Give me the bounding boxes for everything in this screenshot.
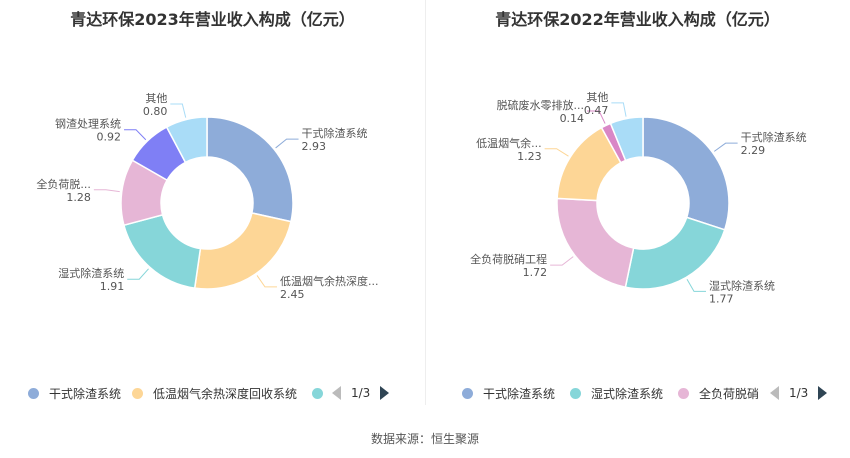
- legend-marker: [678, 387, 689, 399]
- legend-item-dry-slag[interactable]: 干式除渣系统: [462, 383, 555, 403]
- leader-line: [611, 102, 627, 117]
- chart-2022: 青达环保2022年营业收入构成（亿元） 干式除渣系统 2.29 湿式除渣系统 1.77…: [425, 0, 850, 415]
- donut-slice[interactable]: [609, 116, 644, 162]
- slice-name-label: 钢渣处理系统: [55, 117, 121, 131]
- slice-name-label: 脱硫废水零排放...: [497, 98, 585, 112]
- slice-name-label: 全负荷脱硝工程: [470, 252, 547, 266]
- legend-item-low-temp[interactable]: 低温烟气余热深度回收系统: [132, 383, 297, 403]
- slice-value-label: 0.47: [584, 104, 609, 117]
- panel-divider: [425, 0, 426, 405]
- donut-slice[interactable]: [165, 116, 208, 164]
- next-page-icon[interactable]: [380, 386, 390, 400]
- chart-title: 青达环保2022年营业收入构成（亿元）: [495, 10, 780, 29]
- legend: 干式除渣系统 低温烟气余热深度回收系统 1/3: [0, 383, 425, 403]
- donut-slice[interactable]: [206, 116, 294, 223]
- leader-line: [686, 278, 706, 292]
- leader-line: [124, 129, 147, 141]
- legend-page-indicator: 1/3: [789, 386, 809, 400]
- slice-value-label: 1.77: [709, 292, 734, 305]
- leader-line: [550, 256, 574, 266]
- leader-line: [544, 148, 569, 157]
- chart-title: 青达环保2023年营业收入构成（亿元）: [70, 10, 355, 29]
- data-source-note: 数据来源：恒生聚源: [370, 432, 479, 446]
- donut-slice[interactable]: [624, 216, 726, 290]
- legend-label: 低温烟气余热深度回收系统: [153, 386, 298, 401]
- legend-item-wet-slag[interactable]: 湿式除渣系统: [570, 383, 663, 403]
- slice-name-label: 其他: [145, 92, 167, 105]
- leader-line: [93, 189, 120, 193]
- legend-marker: [462, 387, 473, 399]
- slice-name-label: 其他: [586, 91, 608, 104]
- legend-page-indicator: 1/3: [351, 386, 371, 400]
- legend-item-dry-slag[interactable]: 干式除渣系统: [28, 383, 121, 403]
- slice-name-label: 湿式除渣系统: [709, 278, 775, 292]
- next-page-icon[interactable]: [818, 386, 828, 400]
- legend-label: 全负荷脱硝: [699, 386, 760, 401]
- slice-value-label: 0.14: [560, 112, 585, 125]
- legend-marker: [28, 387, 39, 399]
- legend-item-wet-slag[interactable]: [312, 383, 333, 403]
- donut-slice[interactable]: [193, 212, 292, 290]
- slice-value-label: 0.80: [143, 105, 168, 118]
- slice-value-label: 2.93: [302, 140, 327, 153]
- legend-pager: 1/3: [770, 383, 828, 403]
- slice-value-label: 2.45: [280, 288, 305, 301]
- slice-name-label: 干式除渣系统: [741, 130, 807, 144]
- slice-value-label: 1.72: [523, 266, 548, 279]
- donut-slice[interactable]: [122, 213, 202, 289]
- legend-label: 干式除渣系统: [483, 386, 556, 401]
- legend-marker: [312, 387, 323, 399]
- legend-pager: 1/3: [332, 383, 390, 403]
- donut-slice[interactable]: [642, 116, 730, 231]
- leader-line: [256, 275, 277, 288]
- slice-value-label: 1.91: [100, 280, 125, 293]
- slice-name-label: 湿式除渣系统: [58, 266, 124, 280]
- leader-line: [275, 138, 299, 149]
- legend-marker: [570, 387, 581, 399]
- legend-item-full-load[interactable]: 全负荷脱硝: [678, 383, 759, 403]
- slice-value-label: 2.29: [741, 144, 766, 157]
- chart-2023: 青达环保2023年营业收入构成（亿元） 干式除渣系统 2.93 低温烟气余热深度..…: [0, 0, 425, 415]
- leader-line: [127, 268, 149, 280]
- donut-slice[interactable]: [556, 197, 635, 289]
- slice-value-label: 0.92: [97, 131, 122, 144]
- legend-label: 干式除渣系统: [49, 386, 122, 401]
- slice-value-label: 1.23: [517, 150, 542, 163]
- slice-name-label: 全负荷脱...: [36, 177, 91, 191]
- leader-line: [587, 110, 606, 124]
- slice-name-label: 低温烟气余热深度...: [280, 274, 379, 288]
- legend-marker: [132, 387, 143, 399]
- leader-line: [713, 142, 738, 152]
- legend: 干式除渣系统 湿式除渣系统 全负荷脱硝 1/3: [425, 383, 850, 403]
- slice-name-label: 干式除渣系统: [302, 126, 368, 140]
- legend-label: 湿式除渣系统: [591, 386, 664, 401]
- prev-page-icon[interactable]: [770, 386, 779, 400]
- slice-value-label: 1.28: [66, 191, 91, 204]
- prev-page-icon[interactable]: [332, 386, 341, 400]
- slice-name-label: 低温烟气余...: [476, 136, 542, 150]
- leader-line: [170, 103, 187, 118]
